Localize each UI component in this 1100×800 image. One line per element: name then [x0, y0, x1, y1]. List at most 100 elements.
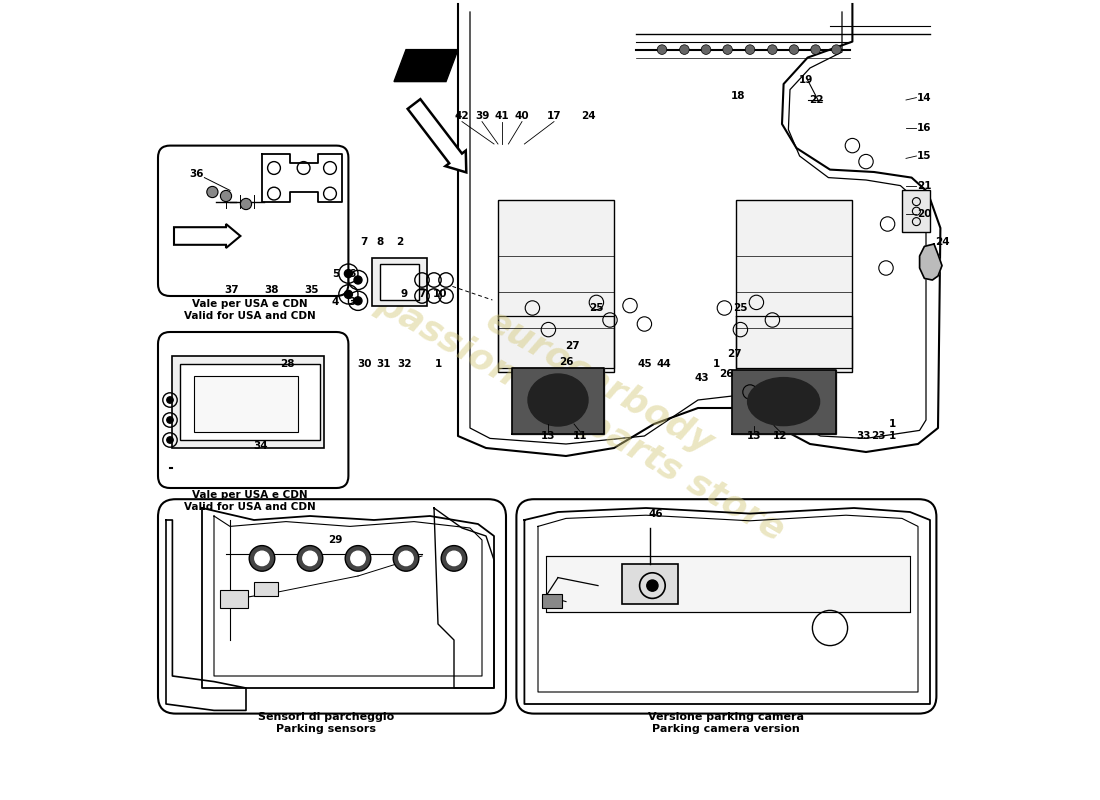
Text: 16: 16 — [917, 123, 932, 133]
Bar — [902, 190, 930, 232]
Text: 31: 31 — [376, 359, 390, 369]
Circle shape — [250, 546, 275, 571]
Text: 40: 40 — [515, 111, 529, 121]
Text: eurocarbody
passion for parts store: eurocarbody passion for parts store — [370, 252, 810, 548]
Text: 30: 30 — [358, 359, 372, 369]
Circle shape — [344, 290, 352, 298]
Bar — [546, 556, 910, 612]
Circle shape — [351, 551, 365, 566]
Bar — [194, 376, 298, 432]
FancyBboxPatch shape — [158, 146, 349, 296]
Text: 37: 37 — [224, 285, 239, 294]
Text: 25: 25 — [733, 303, 748, 313]
Text: 5: 5 — [332, 269, 339, 278]
Polygon shape — [512, 368, 604, 434]
FancyBboxPatch shape — [158, 499, 506, 714]
Circle shape — [255, 551, 270, 566]
Text: 43: 43 — [695, 373, 710, 382]
Text: 41: 41 — [495, 111, 509, 121]
Text: 13: 13 — [541, 431, 556, 441]
Text: 4: 4 — [332, 297, 339, 306]
Text: 1: 1 — [713, 359, 721, 369]
Circle shape — [344, 270, 352, 278]
Circle shape — [399, 551, 414, 566]
Text: 26: 26 — [559, 357, 573, 366]
Text: 3: 3 — [348, 297, 355, 306]
Circle shape — [832, 45, 842, 54]
Circle shape — [745, 45, 755, 54]
Polygon shape — [733, 370, 836, 434]
Bar — [254, 582, 278, 596]
Text: 46: 46 — [648, 509, 663, 518]
Circle shape — [680, 45, 690, 54]
Text: 12: 12 — [773, 431, 788, 441]
Bar — [173, 356, 324, 448]
Text: 22: 22 — [810, 95, 824, 105]
FancyArrow shape — [174, 224, 241, 248]
Text: 10: 10 — [432, 289, 447, 298]
FancyArrow shape — [408, 99, 466, 172]
Bar — [381, 264, 419, 300]
Circle shape — [447, 551, 461, 566]
Text: 25: 25 — [590, 303, 604, 313]
Text: 35: 35 — [305, 285, 319, 294]
Circle shape — [167, 417, 173, 423]
Ellipse shape — [528, 374, 588, 426]
Text: 38: 38 — [264, 285, 279, 294]
Circle shape — [657, 45, 667, 54]
Circle shape — [220, 190, 232, 202]
Text: 19: 19 — [799, 75, 813, 85]
Circle shape — [701, 45, 711, 54]
FancyBboxPatch shape — [158, 332, 349, 488]
Text: 24: 24 — [935, 237, 949, 246]
Text: 42: 42 — [454, 111, 470, 121]
Polygon shape — [394, 50, 458, 82]
Text: 18: 18 — [730, 91, 746, 101]
Circle shape — [811, 45, 821, 54]
Bar — [621, 564, 678, 604]
Circle shape — [723, 45, 733, 54]
Text: Vale per USA e CDN
Valid for USA and CDN: Vale per USA e CDN Valid for USA and CDN — [184, 490, 316, 512]
Text: 2: 2 — [396, 237, 404, 246]
Circle shape — [241, 198, 252, 210]
Text: 39: 39 — [475, 111, 490, 121]
Text: 20: 20 — [917, 209, 932, 218]
Circle shape — [297, 546, 322, 571]
Bar — [373, 258, 427, 306]
Circle shape — [768, 45, 778, 54]
Text: 21: 21 — [917, 181, 932, 190]
Text: 9: 9 — [400, 289, 408, 298]
Text: 26: 26 — [718, 369, 734, 378]
Circle shape — [354, 276, 362, 284]
Text: 27: 27 — [727, 349, 741, 358]
Circle shape — [207, 186, 218, 198]
Text: Versione parking camera
Parking camera version: Versione parking camera Parking camera v… — [648, 712, 804, 734]
Text: 44: 44 — [657, 359, 671, 369]
Circle shape — [441, 546, 466, 571]
Circle shape — [167, 397, 173, 403]
Circle shape — [393, 546, 419, 571]
Bar — [498, 200, 614, 372]
Polygon shape — [920, 244, 942, 280]
Text: 23: 23 — [871, 431, 886, 441]
Text: 36: 36 — [189, 170, 204, 179]
Bar — [542, 594, 562, 608]
Text: 7: 7 — [361, 237, 368, 246]
Text: 1: 1 — [889, 431, 896, 441]
Circle shape — [789, 45, 799, 54]
Text: 7: 7 — [418, 289, 426, 298]
Text: 1: 1 — [434, 359, 441, 369]
Text: 17: 17 — [547, 111, 561, 121]
Text: 13: 13 — [747, 431, 761, 441]
Bar — [180, 364, 320, 440]
Circle shape — [647, 580, 658, 591]
Text: 8: 8 — [377, 237, 384, 246]
Text: 14: 14 — [917, 93, 932, 102]
FancyBboxPatch shape — [516, 499, 936, 714]
Circle shape — [167, 437, 173, 443]
Text: 29: 29 — [329, 535, 343, 545]
Text: 24: 24 — [581, 111, 596, 121]
Bar — [736, 200, 851, 372]
Text: Sensori di parcheggio
Parking sensors: Sensori di parcheggio Parking sensors — [257, 712, 394, 734]
Text: 1: 1 — [889, 419, 896, 429]
